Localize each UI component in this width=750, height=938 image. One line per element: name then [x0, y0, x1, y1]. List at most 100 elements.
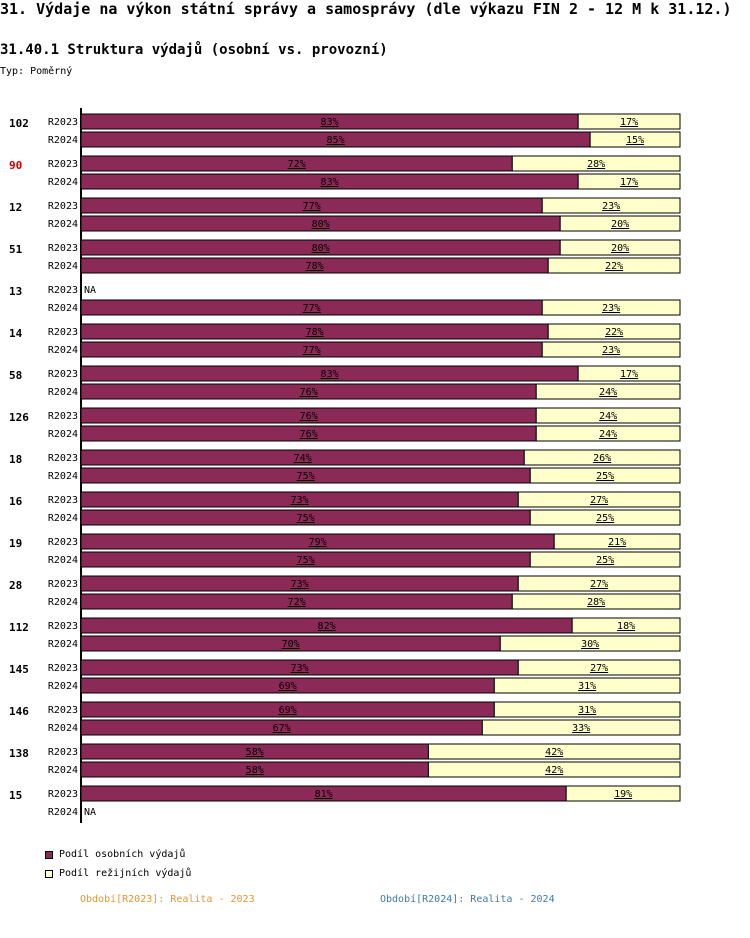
group-label: 90 [9, 159, 22, 172]
group-label: 51 [9, 243, 23, 256]
bar-label-overhead: 23% [602, 345, 620, 356]
bar-label-personal: 76% [300, 387, 318, 398]
bar-label-overhead: 24% [599, 411, 617, 422]
bar-label-personal: 76% [300, 429, 318, 440]
group-label: 19 [9, 537, 22, 550]
bar-label-overhead: 17% [620, 369, 638, 380]
bar-label-personal: 75% [297, 471, 315, 482]
group-label: 16 [9, 495, 23, 508]
bar-overhead [559, 239, 681, 256]
period-tick-label: R2024 [48, 387, 78, 398]
group-label: 112 [9, 621, 29, 634]
bar-label-overhead: 30% [581, 639, 599, 650]
bar-label-personal: 73% [291, 579, 309, 590]
period-tick-label: R2024 [48, 513, 78, 524]
bar-overhead [559, 215, 681, 232]
bar-overhead [571, 617, 681, 634]
chart-subtitle: 31.40.1 Struktura výdajů (osobní vs. pro… [0, 42, 388, 58]
legend-item-overhead: Podíl režijních výdajů [45, 868, 191, 879]
group-label: 58 [9, 369, 22, 382]
bar-label-personal: 80% [312, 219, 330, 230]
bar-overhead [529, 509, 681, 526]
group-label: 138 [9, 747, 29, 760]
bar-overhead [529, 467, 681, 484]
period-tick-label: R2023 [48, 243, 78, 254]
bar-label-personal: 58% [246, 747, 264, 758]
bar-overhead [541, 341, 681, 358]
bar-label-overhead: 20% [611, 219, 629, 230]
period-tick-label: R2024 [48, 303, 78, 314]
period-tick-label: R2024 [48, 723, 78, 734]
bar-label-overhead: 19% [614, 789, 632, 800]
bar-label-personal: 78% [306, 261, 324, 272]
period-tick-label: R2024 [48, 429, 78, 440]
bar-overhead [589, 131, 681, 148]
bar-label-personal: 83% [321, 369, 339, 380]
period-label-2023: Období[R2023]: Realita - 2023 [80, 894, 255, 905]
bar-label-personal: 83% [321, 177, 339, 188]
bar-label-overhead: 17% [620, 177, 638, 188]
group-label: 145 [9, 663, 29, 676]
bar-overhead [529, 551, 681, 568]
bar-label-personal: 77% [303, 345, 321, 356]
period-tick-label: R2023 [48, 537, 78, 548]
bar-label-overhead: 22% [605, 261, 623, 272]
period-tick-label: R2023 [48, 411, 78, 422]
bar-label-overhead: 28% [587, 159, 605, 170]
legend-swatch-personal [45, 850, 53, 859]
bar-label-overhead: 21% [608, 537, 626, 548]
period-tick-label: R2024 [48, 639, 78, 650]
group-label: 18 [9, 453, 22, 466]
bar-label-personal: 69% [279, 681, 297, 692]
bar-overhead [523, 449, 681, 466]
bar-label-overhead: 26% [593, 453, 611, 464]
bar-overhead [481, 719, 681, 736]
period-tick-label: R2024 [48, 345, 78, 356]
bar-overhead [577, 113, 681, 130]
bar-label-overhead: 15% [626, 135, 644, 146]
period-tick-label: R2024 [48, 681, 78, 692]
legend-item-personal: Podíl osobních výdajů [45, 849, 185, 860]
period-tick-label: R2023 [48, 621, 78, 632]
period-tick-label: R2023 [48, 579, 78, 590]
page-title: 31. Výdaje na výkon státní správy a samo… [0, 0, 732, 18]
period-tick-label: R2023 [48, 663, 78, 674]
bar-overhead [547, 257, 681, 274]
bar-label-overhead: 31% [578, 681, 596, 692]
bar-label-personal: 77% [303, 303, 321, 314]
bar-label-overhead: 17% [620, 117, 638, 128]
period-tick-label: R2023 [48, 705, 78, 716]
group-label: 15 [9, 789, 22, 802]
period-tick-label: R2024 [48, 177, 78, 188]
bar-label-personal: 81% [315, 789, 333, 800]
bar-label-overhead: 25% [596, 471, 614, 482]
bar-overhead [511, 593, 681, 610]
bar-overhead [535, 407, 681, 424]
bar-overhead [517, 575, 681, 592]
bar-label-overhead: 18% [617, 621, 635, 632]
bar-label-overhead: 23% [602, 303, 620, 314]
bar-label-personal: 83% [321, 117, 339, 128]
bar-label-overhead: 22% [605, 327, 623, 338]
bar-label-personal: 75% [297, 513, 315, 524]
bar-label-personal: 67% [273, 723, 291, 734]
period-tick-label: R2023 [48, 159, 78, 170]
period-tick-label: R2023 [48, 285, 78, 296]
bar-label-overhead: 42% [545, 765, 563, 776]
period-tick-label: R2024 [48, 135, 78, 146]
period-tick-label: R2023 [48, 369, 78, 380]
bar-overhead [535, 383, 681, 400]
period-tick-label: R2023 [48, 789, 78, 800]
bar-overhead [517, 659, 681, 676]
bar-overhead [511, 155, 681, 172]
bar-label-overhead: 25% [596, 555, 614, 566]
legend-label-overhead: Podíl režijních výdajů [59, 868, 192, 879]
period-tick-label: R2024 [48, 597, 78, 608]
bar-overhead [493, 677, 681, 694]
bar-overhead [535, 425, 681, 442]
bar-label-personal: 70% [282, 639, 300, 650]
bar-overhead [577, 173, 681, 190]
period-tick-label: R2024 [48, 807, 78, 818]
period-label-2024: Období[R2024]: Realita - 2024 [380, 894, 555, 905]
bar-label-personal: 69% [279, 705, 297, 716]
